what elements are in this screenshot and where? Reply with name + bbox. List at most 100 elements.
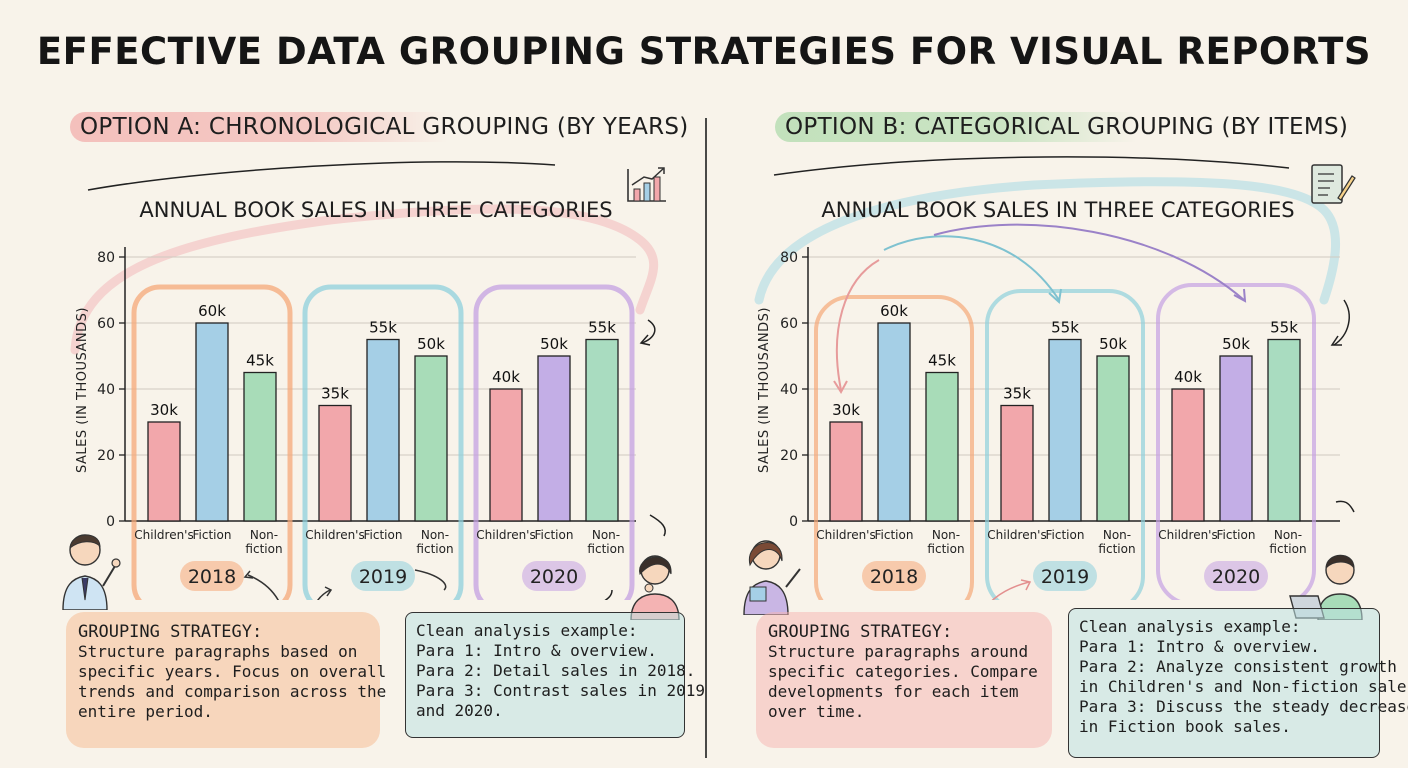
y-tick-label: 80 [97,250,115,266]
data-label: 55k [369,319,397,337]
year-label: 2020 [1212,566,1260,588]
strategy-line: over time. [768,702,865,721]
year-label: 2018 [188,566,236,588]
category-tick-label: Non- [1103,528,1131,542]
bar [147,421,181,522]
strategy-line: specific years. Focus on overall [78,662,387,681]
option-b-heading: CATEGORICAL GROUPING (BY ITEMS) [906,114,1349,140]
example-line: Para 2: Detail sales in 2018. [416,661,696,680]
page-title: EFFECTIVE DATA GROUPING STRATEGIES FOR V… [36,30,1372,73]
data-label: 60k [880,302,908,320]
example-box-b: Clean analysis example: Para 1: Intro & … [1068,608,1408,758]
year-label: 2018 [870,566,918,588]
data-label: 45k [246,352,274,370]
teacher-pointing-icon [62,534,121,610]
thinking-student-icon [630,555,680,620]
category-tick-label: fiction [1098,542,1135,556]
year-group-highlight [302,284,464,600]
data-label: 55k [588,319,616,337]
strategy-line: Structure paragraphs based on [78,642,358,661]
arrow-from-strategy [317,589,331,600]
data-label: 50k [1222,335,1250,353]
data-label: 35k [321,385,349,403]
year-pill [1033,561,1097,591]
data-label: 50k [417,335,445,353]
bar [585,338,619,522]
category-group-outline [985,289,1145,600]
fiction-trend-arrow [883,235,1060,301]
category-tick-label: Children's [476,528,535,542]
year-group-highlight [473,284,635,600]
year-pill [1204,561,1268,591]
year-pill [351,561,415,591]
category-tick-label: Children's [1158,528,1217,542]
data-label: 55k [1270,319,1298,337]
example-line: Para 1: Intro & overview. [416,641,657,660]
option-a-heading: CHRONOLOGICAL GROUPING (BY YEARS) [201,114,689,140]
bar [1096,355,1130,522]
data-label: 50k [540,335,568,353]
year-pill [180,561,244,591]
category-tick-label: Children's [305,528,364,542]
category-group-outline [814,295,974,600]
y-tick-label: 20 [97,448,115,464]
chart-b-title: ANNUAL BOOK SALES IN THREE CATEGORIES [821,198,1294,222]
category-tick-label: Fiction [1046,528,1085,542]
y-tick-label: 0 [106,514,115,530]
chart-b-ylabel: SALES (IN THOUSANDS) [757,307,772,473]
category-tick-label: Children's [987,528,1046,542]
year-label: 2019 [359,566,407,588]
bar [1267,338,1301,522]
category-tick-label: Fiction [875,528,914,542]
bar [537,355,571,522]
chart-a: ANNUAL BOOK SALES IN THREE CATEGORIES SA… [70,161,666,600]
example-line: in Fiction book sales. [1079,717,1291,736]
y-tick-label: 60 [97,316,115,332]
category-tick-label: Fiction [1217,528,1256,542]
strategy-line: trends and comparison across the [78,682,387,701]
category-tick-label: Non- [421,528,449,542]
bar [925,371,959,522]
category-tick-label: Fiction [193,528,232,542]
growth-chart-icon [627,167,666,202]
data-label: 40k [492,368,520,386]
year-group-highlight [131,284,293,600]
category-tick-label: Fiction [364,528,403,542]
strategy-heading-b: GROUPING STRATEGY: [768,622,953,642]
example-box-a: Clean analysis example: Para 1: Intro & … [405,612,705,738]
year-label: 2019 [1041,566,1089,588]
example-line: in Children's and Non-fiction sales. [1079,677,1408,696]
woman-presenting-icon [743,540,801,615]
category-tick-label: fiction [927,542,964,556]
category-tick-label: Non- [1274,528,1302,542]
strategy-note-a: GROUPING STRATEGY: Structure paragraphs … [66,612,387,748]
category-tick-label: Children's [816,528,875,542]
chart-a-ylabel: SALES (IN THOUSANDS) [75,307,90,473]
bar [318,404,352,522]
option-b-prefix: OPTION B: [785,114,907,140]
y-tick-label: 80 [780,250,798,266]
checklist-pencil-icon [1311,164,1356,204]
data-label: 30k [832,401,860,419]
example-line: Para 3: Discuss the steady decrease [1079,697,1408,716]
example-line: Para 3: Contrast sales in 2019 [416,681,705,700]
example-line: Clean analysis example: [416,621,638,640]
category-tick-label: Non- [250,528,278,542]
category-group-outline [1156,283,1316,600]
panel-divider [705,118,707,758]
option-a-prefix: OPTION A: [80,114,202,140]
strategy-heading-a: GROUPING STRATEGY: [78,622,263,642]
data-label: 60k [198,302,226,320]
example-line: Clean analysis example: [1079,617,1301,636]
bar [243,371,277,522]
category-tick-label: Children's [134,528,193,542]
strategy-line: Structure paragraphs around [768,642,1029,661]
chart-a-title: ANNUAL BOOK SALES IN THREE CATEGORIES [139,198,612,222]
data-label: 50k [1099,335,1127,353]
example-line: Para 1: Intro & overview. [1079,637,1320,656]
children-trend-arrow [835,259,880,391]
fiction-trend-arrow-2020 [933,223,1245,301]
y-tick-label: 0 [789,514,798,530]
category-tick-label: Non- [592,528,620,542]
category-tick-label: fiction [587,542,624,556]
